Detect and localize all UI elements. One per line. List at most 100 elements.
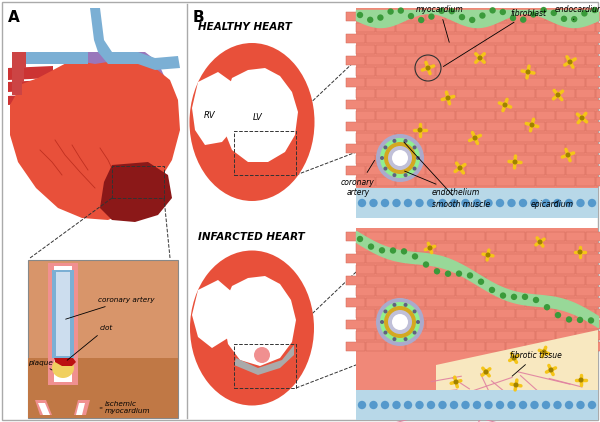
Bar: [496, 111, 515, 120]
Bar: [596, 133, 600, 142]
Bar: [396, 22, 415, 32]
Bar: [476, 133, 494, 142]
Bar: [234, 131, 296, 175]
Circle shape: [408, 13, 414, 19]
Circle shape: [357, 236, 363, 242]
Bar: [396, 89, 415, 98]
Circle shape: [461, 401, 470, 409]
Bar: [376, 133, 395, 142]
Bar: [456, 67, 475, 76]
Circle shape: [566, 152, 571, 157]
Text: coronary artery: coronary artery: [65, 297, 155, 319]
Bar: [346, 11, 365, 21]
Circle shape: [473, 199, 481, 207]
Bar: [386, 11, 404, 21]
Circle shape: [566, 316, 572, 323]
Bar: [406, 276, 425, 285]
Text: A: A: [8, 10, 20, 25]
Circle shape: [473, 401, 481, 409]
Bar: [486, 298, 505, 307]
Bar: [346, 56, 365, 65]
Bar: [376, 287, 395, 296]
Bar: [346, 143, 365, 153]
Text: endocardium: endocardium: [555, 5, 600, 20]
Bar: [546, 319, 565, 329]
Circle shape: [388, 146, 412, 170]
Bar: [48, 263, 78, 385]
Circle shape: [427, 246, 433, 251]
Bar: [466, 254, 485, 263]
Bar: [526, 298, 545, 307]
Bar: [436, 176, 455, 186]
Bar: [446, 254, 464, 263]
Bar: [566, 78, 584, 87]
Bar: [52, 270, 74, 358]
Bar: [416, 111, 434, 120]
Bar: [486, 165, 505, 175]
Circle shape: [380, 156, 384, 160]
Bar: [566, 319, 584, 329]
Polygon shape: [8, 66, 53, 80]
Circle shape: [510, 15, 516, 21]
Bar: [376, 265, 395, 274]
Bar: [486, 100, 505, 109]
Bar: [486, 78, 505, 87]
Circle shape: [454, 379, 458, 384]
Bar: [516, 176, 535, 186]
Bar: [486, 276, 505, 285]
Bar: [526, 232, 545, 241]
Bar: [386, 143, 404, 153]
Bar: [456, 243, 475, 252]
Circle shape: [357, 12, 363, 18]
Bar: [556, 111, 575, 120]
Bar: [426, 276, 445, 285]
Bar: [436, 287, 455, 296]
Text: fibrotic tissue: fibrotic tissue: [510, 351, 562, 376]
Circle shape: [392, 199, 401, 207]
Bar: [576, 287, 595, 296]
Circle shape: [380, 302, 420, 342]
Bar: [536, 133, 554, 142]
Bar: [596, 330, 600, 340]
Circle shape: [577, 249, 583, 254]
Bar: [346, 254, 365, 263]
Circle shape: [500, 292, 506, 299]
Bar: [516, 287, 535, 296]
Bar: [416, 330, 434, 340]
Circle shape: [553, 401, 562, 409]
Bar: [446, 319, 464, 329]
Circle shape: [439, 8, 445, 14]
Bar: [406, 143, 425, 153]
Bar: [516, 111, 535, 120]
Text: endothelium: endothelium: [404, 171, 480, 197]
Bar: [426, 56, 445, 65]
Circle shape: [384, 306, 416, 338]
Circle shape: [576, 199, 585, 207]
Circle shape: [383, 309, 388, 314]
Bar: [456, 154, 475, 164]
Bar: [406, 165, 425, 175]
Polygon shape: [436, 330, 598, 415]
Bar: [496, 308, 515, 318]
Bar: [556, 44, 575, 54]
Bar: [466, 143, 485, 153]
Circle shape: [383, 167, 388, 170]
Polygon shape: [8, 80, 46, 92]
Bar: [376, 243, 395, 252]
Bar: [366, 319, 385, 329]
Circle shape: [383, 330, 388, 335]
Bar: [536, 330, 554, 340]
Bar: [426, 100, 445, 109]
Bar: [416, 67, 434, 76]
Bar: [586, 232, 600, 241]
Bar: [526, 78, 545, 87]
Bar: [596, 176, 600, 186]
Bar: [446, 56, 464, 65]
Circle shape: [565, 199, 573, 207]
Bar: [466, 276, 485, 285]
Bar: [476, 89, 494, 98]
Circle shape: [369, 199, 378, 207]
Circle shape: [428, 14, 434, 20]
Polygon shape: [12, 52, 26, 68]
Bar: [526, 165, 545, 175]
